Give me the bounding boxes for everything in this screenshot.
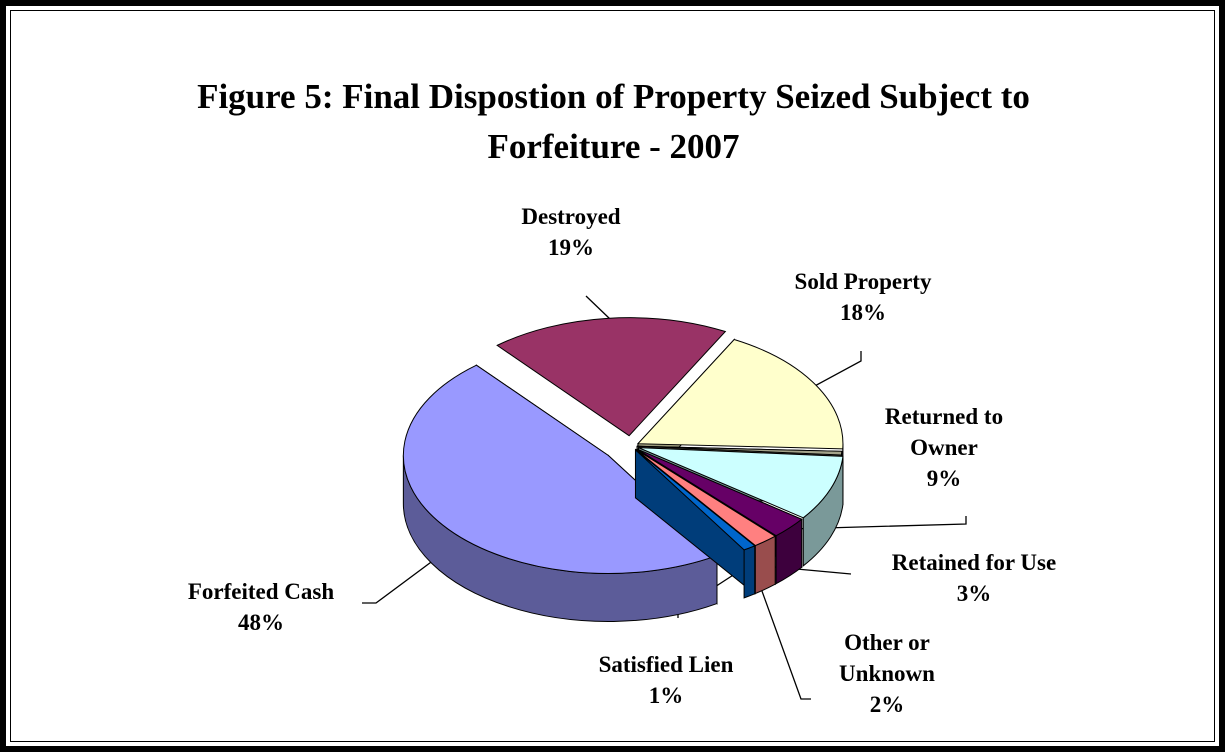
category: Destroyed bbox=[521, 204, 621, 229]
slice bbox=[638, 447, 844, 519]
value-label: 18% bbox=[840, 300, 886, 325]
leader-line bbox=[362, 550, 447, 604]
value-label: 3% bbox=[956, 581, 992, 606]
slice bbox=[496, 317, 727, 437]
slice bbox=[635, 449, 756, 551]
leader-line bbox=[789, 516, 967, 530]
slice-label: Destroyed 19% bbox=[471, 201, 671, 263]
value-label: 2% bbox=[869, 692, 905, 717]
value-label: 9% bbox=[926, 466, 962, 491]
value-label: 1% bbox=[648, 683, 684, 708]
slice-label: Returned to Owner 9% bbox=[869, 401, 1019, 494]
leader-line bbox=[753, 568, 811, 700]
category: Retained for Use bbox=[891, 550, 1057, 575]
slice-label: Retained for Use 3% bbox=[854, 547, 1094, 609]
value-label: 19% bbox=[548, 235, 594, 260]
slice bbox=[635, 449, 777, 547]
pie-chart bbox=[362, 295, 967, 700]
slice-label: Sold Property 18% bbox=[763, 266, 963, 328]
slice-label: Other or Unknown 2% bbox=[812, 627, 962, 720]
slice-label: Satisfied Lien 1% bbox=[566, 649, 766, 711]
category: Sold Property bbox=[794, 269, 932, 294]
slice-side bbox=[743, 545, 756, 599]
category: Forfeited Cash bbox=[187, 579, 335, 604]
category: Satisfied Lien bbox=[598, 652, 734, 677]
slice bbox=[636, 448, 803, 537]
slice bbox=[636, 445, 843, 456]
slice bbox=[636, 338, 844, 450]
value-label: 48% bbox=[238, 610, 284, 635]
category: Returned to Owner bbox=[884, 404, 1004, 460]
leader-line bbox=[810, 351, 862, 389]
inner-border bbox=[10, 10, 1215, 742]
slice-label: Forfeited Cash 48% bbox=[141, 576, 381, 638]
chart-title: Figure 5: Final Dispostion of Property S… bbox=[197, 77, 1030, 166]
category: Other or Unknown bbox=[839, 630, 935, 686]
slice bbox=[402, 364, 718, 574]
